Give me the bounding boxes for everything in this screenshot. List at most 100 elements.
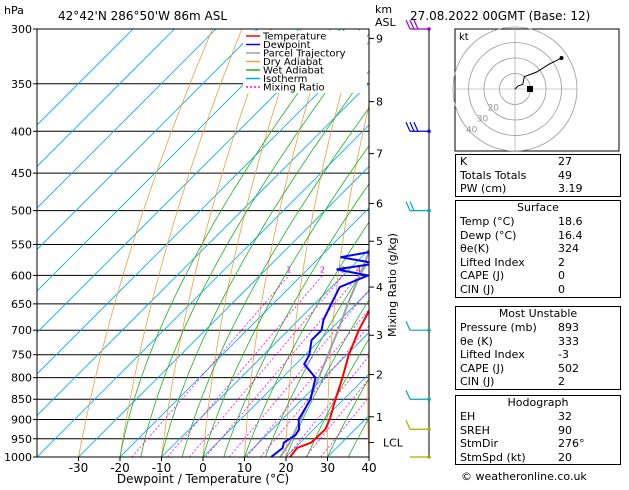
surface-label: θe(K) [460, 242, 489, 256]
wind-barb-flag [406, 321, 410, 330]
pressure-tick-label: 650 [11, 298, 32, 311]
index-label: Totals Totals [460, 169, 526, 183]
pressure-tick-label: 950 [11, 433, 32, 446]
pressure-tick-label: 350 [11, 78, 32, 91]
surface-row: Temp (°C)18.6 [456, 215, 620, 229]
pressure-tick-label: 750 [11, 349, 32, 362]
km-label: km [375, 3, 392, 16]
km-tick-label: 4 [376, 281, 383, 294]
wind-barb-flag [406, 420, 410, 429]
wind-barb-flag [406, 122, 410, 131]
temp-tick-label: 40 [361, 461, 376, 475]
hodograph-ring-label: 20 [488, 104, 500, 114]
mu-label: CAPE (J) [460, 362, 504, 376]
hodograph-ring-label: 40 [466, 125, 478, 135]
mu-row: CIN (J) 2 [456, 375, 620, 389]
surface-label: Lifted Index [460, 256, 525, 270]
asl-label: ASL [375, 16, 397, 29]
wind-barb-dot [427, 427, 431, 431]
mu-row: θe (K)333 [456, 335, 620, 349]
surface-value: 324 [558, 242, 616, 256]
hodograph-frame [455, 29, 619, 151]
index-label: K [460, 155, 467, 169]
pressure-tick-label: 400 [11, 125, 32, 138]
dry-adiabat [79, 29, 213, 457]
pressure-tick-label: 600 [11, 269, 32, 282]
hodo-label: StmDir [460, 437, 498, 451]
wind-barbs [406, 20, 431, 459]
pressure-tick-label: 900 [11, 414, 32, 427]
km-tick-label: 7 [376, 148, 383, 161]
surface-label: CAPE (J) [460, 269, 504, 283]
datetime-label: 27.08.2022 00GMT (Base: 12) [410, 9, 590, 23]
hodo-row: StmDir 276° [456, 437, 620, 451]
mu-value: -3 [558, 348, 616, 362]
mu-row: Pressure (mb) 893 [456, 321, 620, 335]
pressure-tick-label: 500 [11, 205, 32, 218]
mu-label: Lifted Index [460, 348, 525, 362]
index-value: 49 [558, 169, 616, 183]
hodograph-title: Hodograph [456, 396, 620, 410]
temp-tick-label: 30 [320, 461, 335, 475]
hodograph-end-dot [560, 56, 564, 60]
pressure-tick-label: 1000 [4, 451, 32, 464]
most-unstable-title: Most Unstable [456, 307, 620, 321]
km-tick-label: 9 [376, 32, 383, 45]
index-value: 3.19 [558, 182, 616, 196]
surface-row: Dewp (°C)16.4 [456, 229, 620, 243]
wind-barb-dot [427, 328, 431, 332]
km-tick-label: LCL [383, 436, 404, 449]
mu-row: CAPE (J)502 [456, 362, 620, 376]
surface-row: CIN (J)0 [456, 283, 620, 297]
wind-barb-flag [410, 202, 414, 211]
wind-barb-flag [406, 390, 410, 399]
km-tick-label: 2 [376, 369, 383, 382]
location-label: 42°42'N 286°50'W 86m ASL [58, 9, 227, 23]
hodo-value: 90 [558, 424, 616, 438]
wind-barb-flag [410, 122, 414, 131]
mu-label: CIN (J) [460, 375, 494, 389]
wind-barb-dot [427, 129, 431, 133]
surface-value: 0 [558, 269, 616, 283]
km-tick-label: 6 [376, 197, 383, 210]
hodo-label: EH [460, 410, 475, 424]
wind-barb-dot [427, 209, 431, 213]
km-tick-label: 1 [376, 411, 383, 424]
index-value: 27 [558, 155, 616, 169]
surface-row: θe(K) 324 [456, 242, 620, 256]
surface-row: Lifted Index 2 [456, 256, 620, 270]
mixing-ratio-label: 2 [320, 265, 325, 274]
mu-value: 2 [558, 375, 616, 389]
index-label: PW (cm) [460, 182, 506, 196]
index-row: K 27 [456, 155, 620, 169]
pressure-tick-label: 450 [11, 167, 32, 180]
mixing-ratio-axis-label: Mixing Ratio (g/kg) [386, 233, 399, 337]
pressure-tick-label: 300 [11, 23, 32, 36]
hodo-value: 276° [558, 437, 616, 451]
surface-value: 16.4 [558, 229, 616, 243]
isotherm-line [37, 29, 465, 457]
hodograph-kt-label: kt [459, 32, 469, 43]
mixing-ratio-line [132, 275, 289, 457]
x-axis-label: Dewpoint / Temperature (°C) [117, 472, 289, 486]
surface-table: Surface Temp (°C)18.6 Dewp (°C)16.4 θe(K… [455, 200, 621, 298]
wind-barb-dot [427, 455, 431, 459]
legend-label: Mixing Ratio [263, 83, 325, 94]
mu-row: Lifted Index -3 [456, 348, 620, 362]
mu-label: Pressure (mb) [460, 321, 537, 335]
dry-adiabat [407, 29, 448, 457]
copyright[interactable]: © weatheronline.co.uk [461, 470, 587, 483]
temp-tick-label: -30 [69, 461, 89, 475]
mu-value: 893 [558, 321, 616, 335]
surface-value: 2 [558, 256, 616, 270]
most-unstable-table: Most Unstable Pressure (mb) 893 θe (K)333… [455, 306, 621, 390]
surface-value: 0 [558, 283, 616, 297]
surface-row: CAPE (J) 0 [456, 269, 620, 283]
hodo-label: SREH [460, 424, 490, 438]
mu-label: θe (K) [460, 335, 493, 349]
isotherm-line [0, 29, 216, 457]
pressure-tick-label: 850 [11, 393, 32, 406]
